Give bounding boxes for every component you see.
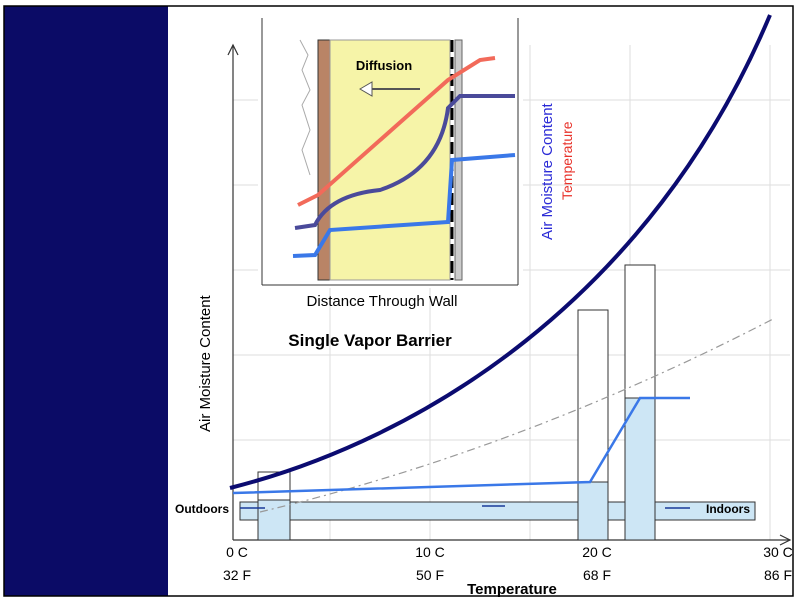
diffusion-arrowhead [359, 81, 373, 97]
chamber-fill [577, 481, 609, 541]
chamber-fill [624, 397, 656, 541]
inset: Diffusion Air Moisture Content Temperatu… [258, 14, 575, 310]
siding [299, 39, 311, 176]
dew-curve [259, 317, 776, 513]
tick-fahrenheit: 86 F [764, 567, 792, 583]
tick-celsius: 10 C [415, 544, 445, 560]
outdoors-label: Outdoors [175, 502, 229, 516]
tick-celsius: 20 C [582, 544, 612, 560]
tick-celsius: 0 C [226, 544, 248, 560]
moisture-wall-line [294, 94, 515, 230]
vapor-line [292, 153, 516, 258]
axes [227, 43, 792, 546]
legend-moisture: Air Moisture Content [539, 102, 556, 240]
chamber-fill [257, 499, 291, 541]
indoors-label: Indoors [706, 502, 750, 516]
insulation [329, 39, 451, 281]
legend-temperature: Temperature [559, 121, 575, 200]
frame [3, 5, 794, 597]
inset-x-label: Distance Through Wall [307, 293, 458, 310]
tick-fahrenheit: 68 F [583, 567, 611, 583]
y-axis-label: Air Moisture Content [197, 294, 214, 432]
caption: Single Vapor Barrier [288, 331, 452, 350]
side-bar [4, 6, 168, 596]
pipe-system [239, 264, 756, 541]
tick-celsius: 30 C [763, 544, 793, 560]
pipe [239, 501, 756, 521]
tick-fahrenheit: 50 F [416, 567, 444, 583]
moisture-line [232, 396, 690, 495]
temperature-line [297, 56, 496, 207]
saturation-curve [229, 14, 772, 490]
tick-fahrenheit: 32 F [223, 567, 251, 583]
diffusion-label: Diffusion [356, 58, 412, 73]
x-axis-label: Temperature [467, 581, 557, 598]
